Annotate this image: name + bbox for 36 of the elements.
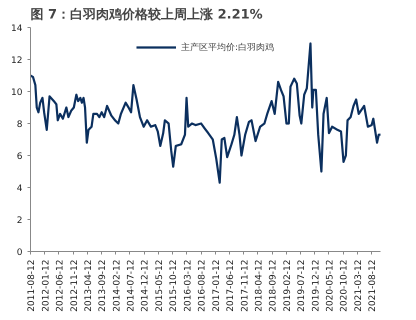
- x-tick-label: 2019-12-12: [311, 259, 322, 312]
- x-tick-label: 2016-08-12: [198, 259, 208, 312]
- x-tick-label: 2021-08-12: [368, 259, 378, 312]
- x-tick-label: 2020-05-12: [325, 259, 336, 312]
- x-tick-label: 2018-04-12: [254, 259, 264, 312]
- y-tick-label: 14: [11, 24, 23, 34]
- chart-title: 图 7：白羽肉鸡价格较上周上涨 2.21%: [30, 6, 263, 22]
- x-tick-label: 2014-02-12: [112, 259, 122, 312]
- x-tick-label: 2017-06-12: [226, 259, 236, 312]
- x-tick-label: 2015-05-12: [154, 259, 165, 312]
- x-tick-label: 2011-08-12: [27, 259, 37, 312]
- y-tick-label: 4: [16, 184, 23, 194]
- x-tick-label: 2019-07-12: [296, 259, 307, 312]
- x-tick-label: 2020-10-12: [340, 259, 350, 312]
- x-tick-label: 2018-09-12: [268, 259, 279, 312]
- x-tick-label: 2014-12-12: [140, 259, 151, 312]
- x-tick-label: 2015-10-12: [169, 259, 180, 312]
- x-tick-label: 2021-03-12: [354, 259, 364, 312]
- y-tick-label: 10: [11, 88, 23, 98]
- x-tick-label: 2017-01-12: [212, 259, 222, 312]
- y-tick-label: 2: [16, 216, 23, 226]
- x-tick-label: 2014-07-12: [126, 259, 136, 312]
- y-tick-label: 12: [11, 56, 22, 66]
- legend-label: 主产区平均价:白羽肉鸡: [180, 42, 274, 54]
- line-series: [30, 42, 380, 184]
- x-tick-label: 2016-03-12: [183, 259, 194, 312]
- y-tick-label: 8: [16, 120, 23, 130]
- x-tick-label: 2017-11-12: [240, 259, 250, 312]
- y-tick-label: 0: [16, 248, 23, 258]
- y-tick-label: 6: [16, 152, 23, 162]
- x-tick-label: 2012-06-12: [55, 259, 66, 312]
- x-tick-label: 2013-04-12: [84, 259, 94, 312]
- x-tick-label: 2019-02-12: [282, 259, 293, 312]
- x-tick-label: 2012-01-12: [41, 259, 52, 312]
- x-tick-label: 2012-11-12: [70, 259, 80, 312]
- x-tick-label: 2013-09-12: [98, 259, 108, 312]
